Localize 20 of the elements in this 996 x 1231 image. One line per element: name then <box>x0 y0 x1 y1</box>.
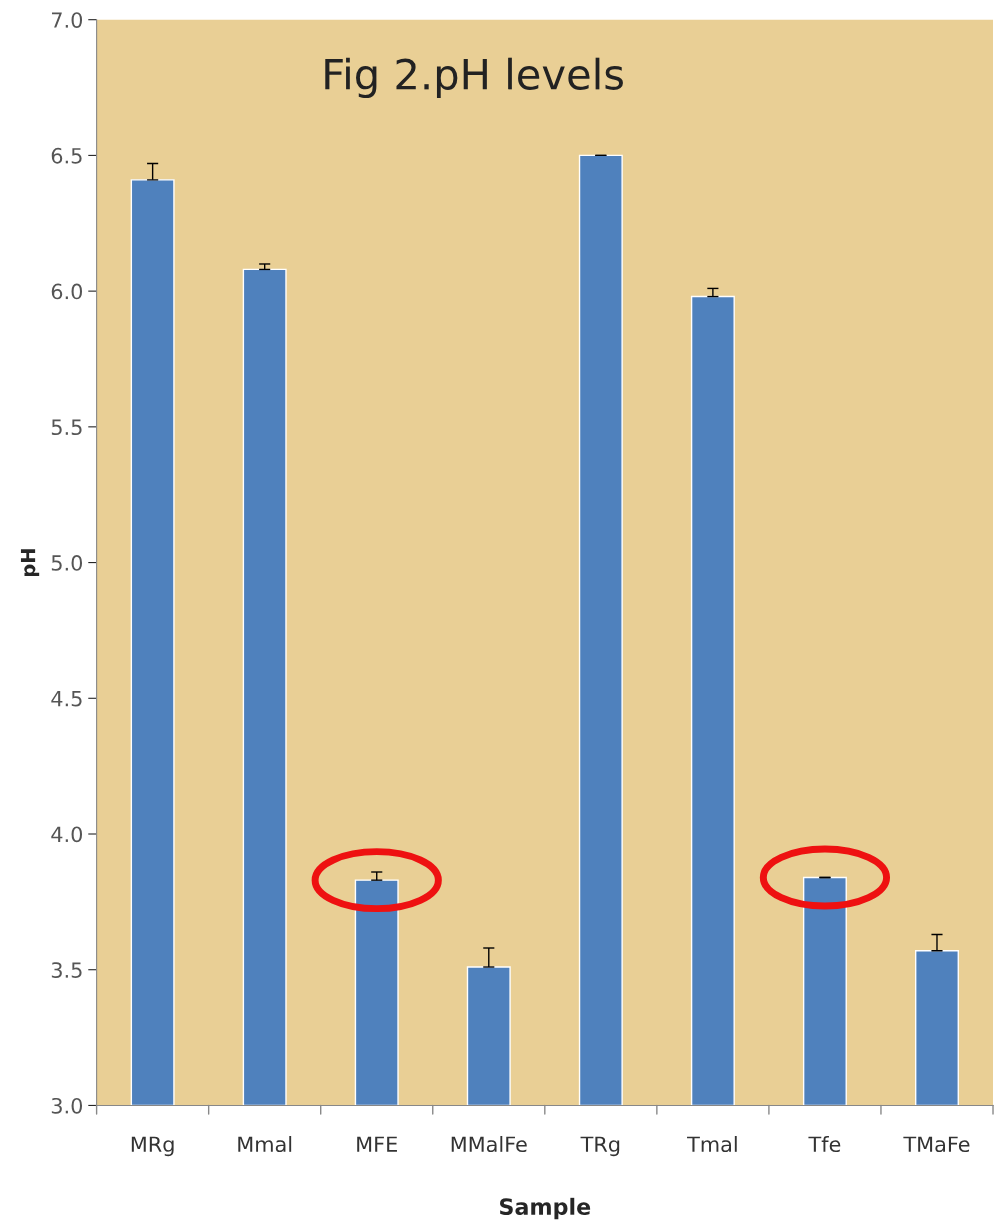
text: Fig 2.pH levels <box>325 57 623 99</box>
x-tick-label: Tmal <box>687 1135 737 1153</box>
y-tick-label: 7.0 <box>52 12 83 28</box>
y-axis-title: pH <box>20 549 40 577</box>
y-tick-label: 3.0 <box>51 1097 83 1114</box>
y-tick-label: 5.0 <box>51 555 83 571</box>
x-tick-label: MFE <box>357 1136 397 1152</box>
y-tick-label: 5.5 <box>51 419 82 436</box>
y-tick-label: 3.5 <box>51 962 82 978</box>
x-tick-label: TRg <box>580 1136 620 1157</box>
y-tick-label: 4.0 <box>51 826 83 843</box>
y-tick-label: 6.5 <box>51 147 82 164</box>
x-tick-label: MRg <box>131 1136 174 1157</box>
x-axis-title: Sample <box>500 1197 591 1220</box>
x-tick-label: TMaFe <box>903 1136 970 1153</box>
x-tick-label: Tfe <box>808 1135 841 1153</box>
x-tick-label: Mmal <box>238 1135 292 1153</box>
y-tick-label: 6.0 <box>51 283 83 300</box>
y-tick-label: 4.5 <box>51 691 82 707</box>
x-tick-label: MMalFe <box>451 1135 527 1153</box>
